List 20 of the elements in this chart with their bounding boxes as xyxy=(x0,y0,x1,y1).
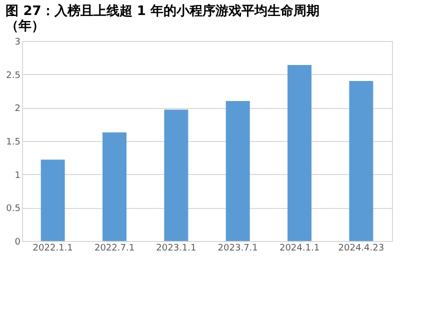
x-tick-label: 2024.4.23 xyxy=(338,244,384,254)
bar xyxy=(40,160,65,241)
x-tick-label: 2023.7.1 xyxy=(218,244,258,254)
x-tick-label: 2022.7.1 xyxy=(94,244,135,254)
bar xyxy=(102,132,126,241)
bar xyxy=(288,65,312,241)
y-tick-label: 1 xyxy=(14,170,20,181)
x-tick-label: 2022.1.1 xyxy=(32,244,73,254)
chart-title: 图 27：入榜且上线超 1 年的小程序游戏平均生命周期（年） xyxy=(6,3,320,34)
bar xyxy=(349,81,374,241)
x-tick-label: 2024.1.1 xyxy=(279,244,320,254)
y-tick-label: 1.5 xyxy=(6,138,20,148)
y-tick-label: 2.5 xyxy=(6,70,20,81)
bar xyxy=(226,101,250,241)
y-tick-label: 0 xyxy=(14,238,21,248)
y-tick-label: 3 xyxy=(14,38,20,48)
bar xyxy=(164,110,188,241)
y-tick-label: 2 xyxy=(14,104,20,114)
y-tick-label: 0.5 xyxy=(6,204,20,214)
x-tick-label: 2023.1.1 xyxy=(156,244,196,254)
